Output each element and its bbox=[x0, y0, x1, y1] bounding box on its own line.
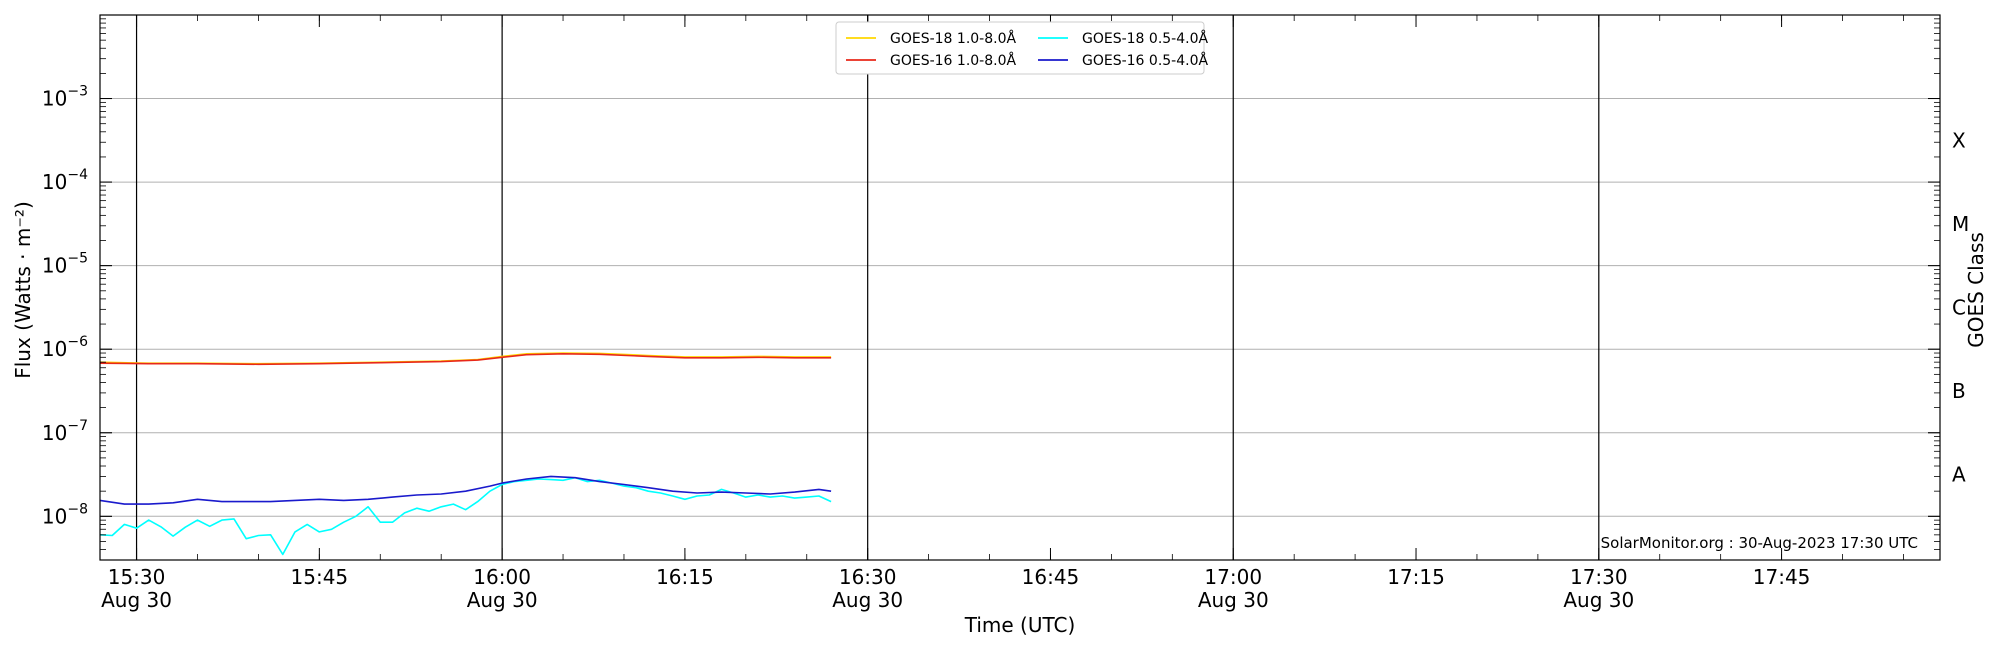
credit-text: SolarMonitor.org : 30-Aug-2023 17:30 UTC bbox=[1601, 534, 1918, 552]
axis-ticks bbox=[100, 15, 1940, 561]
x-tick-date-label: Aug 30 bbox=[1563, 588, 1634, 612]
x-tick-date-label: Aug 30 bbox=[467, 588, 538, 612]
y-tick-label: 10−6 bbox=[42, 334, 88, 361]
x-tick-label: 16:00 bbox=[473, 565, 531, 589]
x-tick-date-label: Aug 30 bbox=[101, 588, 172, 612]
day-divider-lines bbox=[135, 15, 1600, 560]
legend-label: GOES-18 1.0-8.0Å bbox=[890, 30, 1016, 47]
x-tick-label: 16:45 bbox=[1022, 565, 1080, 589]
x-tick-date-label: Aug 30 bbox=[832, 588, 903, 612]
y-tick-label: 10−5 bbox=[42, 251, 88, 278]
legend: GOES-18 1.0-8.0Å GOES-16 1.0-8.0Å GOES-18 … bbox=[835, 21, 1208, 75]
legend-label: GOES-18 0.5-4.0Å bbox=[1082, 30, 1208, 47]
x-tick-label: 17:15 bbox=[1387, 565, 1445, 589]
x-tick-label: 15:45 bbox=[291, 565, 349, 589]
goes-class-label: A bbox=[1952, 463, 1966, 487]
y-tick-labels: 10−8 10−7 10−6 10−5 10−4 10−3 bbox=[42, 84, 88, 529]
y-tick-label: 10−7 bbox=[42, 418, 88, 445]
series-line bbox=[99, 475, 832, 505]
x-tick-label: 17:30 bbox=[1570, 565, 1628, 589]
y-tick-label: 10−8 bbox=[42, 501, 88, 528]
legend-label: GOES-16 1.0-8.0Å bbox=[890, 52, 1016, 69]
legend-label: GOES-16 0.5-4.0Å bbox=[1082, 52, 1208, 69]
goes-class-label: X bbox=[1952, 128, 1966, 152]
right-y-axis-title: GOES Class bbox=[1964, 232, 1988, 348]
series-line bbox=[99, 353, 832, 366]
y-tick-label: 10−3 bbox=[42, 84, 88, 111]
x-tick-label: 16:15 bbox=[656, 565, 714, 589]
goes-class-label: B bbox=[1952, 379, 1966, 403]
goes-class-labels: A B C M X bbox=[1952, 128, 1969, 486]
x-tick-label: 16:30 bbox=[839, 565, 897, 589]
y-tick-label: 10−4 bbox=[42, 167, 88, 194]
x-tick-label: 17:00 bbox=[1204, 565, 1262, 589]
x-tick-label: 15:30 bbox=[108, 565, 166, 589]
y-axis-title: Flux (Watts · m⁻²) bbox=[11, 201, 35, 379]
grid-lines bbox=[100, 98, 1940, 517]
legend-box bbox=[835, 21, 1205, 75]
x-tick-label: 17:45 bbox=[1753, 565, 1811, 589]
plot-frame bbox=[99, 14, 1941, 561]
series-line bbox=[99, 476, 832, 556]
x-axis-title: Time (UTC) bbox=[964, 613, 1076, 637]
goes-class-label: M bbox=[1952, 212, 1969, 236]
x-tick-date-label: Aug 30 bbox=[1198, 588, 1269, 612]
flux-series bbox=[99, 352, 832, 556]
goes-class-label: C bbox=[1952, 295, 1966, 319]
